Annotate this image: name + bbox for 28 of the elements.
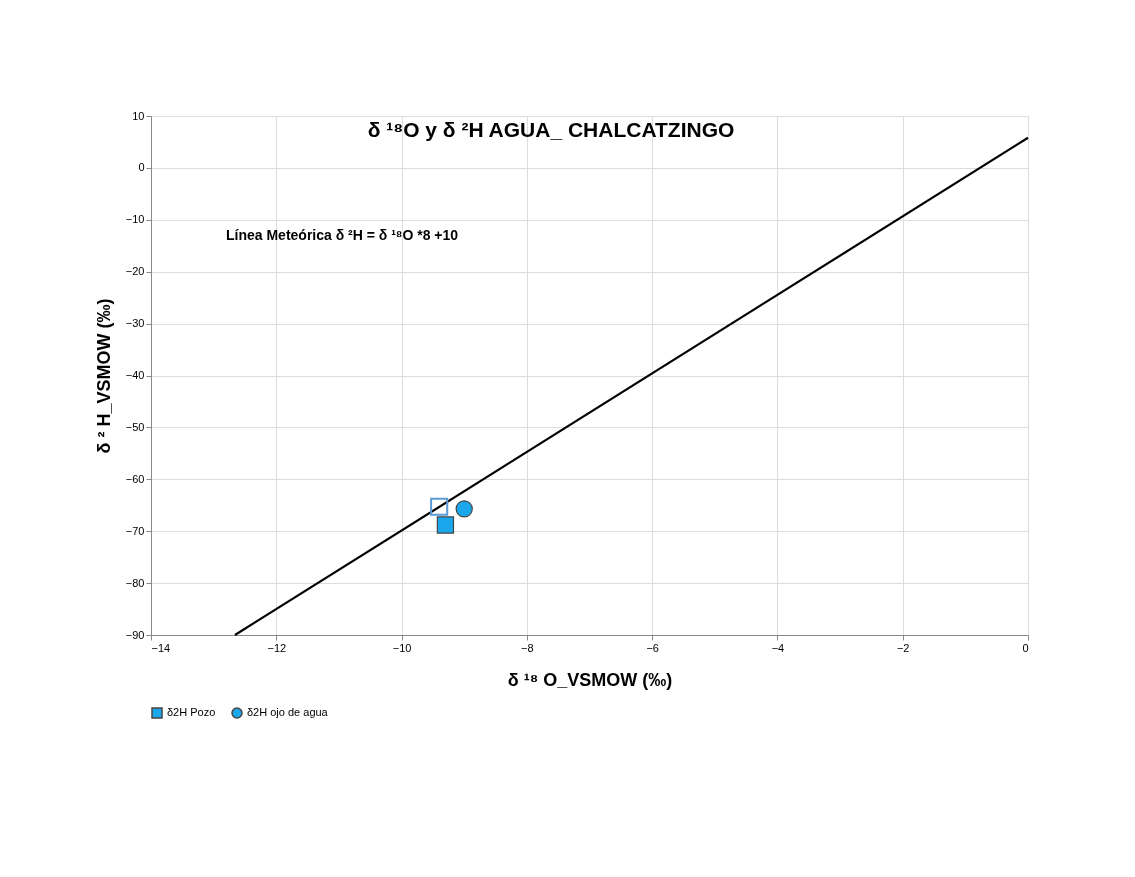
y-tick-label: −10	[125, 213, 145, 226]
y-tick-label: −40	[125, 369, 145, 381]
x-axis-title: δ ¹⁸ O_VSMOW (‰)	[507, 669, 673, 690]
point	[455, 500, 473, 518]
y-tick-label: −30	[125, 317, 145, 330]
y-tick-label: −70	[125, 524, 145, 537]
x-tick-label: 0	[1022, 641, 1029, 654]
x-tick-label: −10	[392, 641, 412, 654]
y-tick-label: −20	[125, 265, 145, 278]
point	[430, 497, 449, 516]
y-tick-label: −60	[125, 472, 145, 485]
x-tick-label: −4	[771, 641, 785, 654]
x-tick-label: −14	[151, 641, 171, 654]
chart-title: δ ¹⁸O y δ ²H AGUA_ CHALCATZINGO	[367, 118, 735, 141]
x-tick-label: −2	[896, 641, 910, 654]
x-tick-label: −8	[521, 641, 534, 654]
y-tick-label: 0	[138, 161, 145, 174]
y-axis-title: δ ² H_VSMOW (‰)	[93, 298, 114, 454]
point	[436, 516, 455, 534]
y-tick-label: −50	[125, 420, 145, 433]
legend-label: δ2H Pozo	[167, 706, 216, 718]
y-tick-label: −80	[125, 576, 145, 589]
legend-label: δ2H ojo de agua	[247, 706, 329, 718]
annotation: Línea Meteórica δ ²H = δ ¹⁸O *8 +10	[226, 227, 459, 243]
x-tick-label: −12	[267, 641, 287, 654]
x-tick-label: −6	[646, 641, 659, 654]
y-tick-label: 10	[132, 109, 145, 122]
y-tick-label: −90	[125, 628, 145, 641]
